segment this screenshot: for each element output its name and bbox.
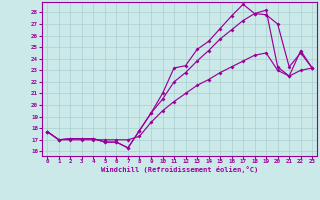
X-axis label: Windchill (Refroidissement éolien,°C): Windchill (Refroidissement éolien,°C): [100, 166, 258, 173]
